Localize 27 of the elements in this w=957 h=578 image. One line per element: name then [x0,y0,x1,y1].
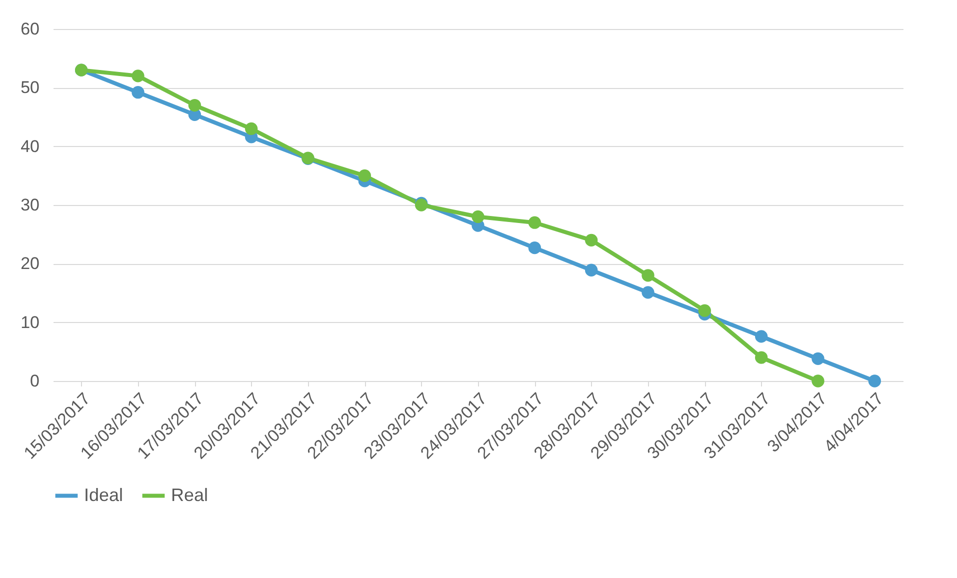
point [528,216,541,229]
point [642,286,654,299]
y-tick-label: 60 [20,20,40,38]
legend-label: Real [171,484,208,505]
point [528,242,541,254]
y-tick-label: 10 [20,312,40,332]
y-tick-label: 0 [30,372,40,390]
y-tick-label: 50 [20,78,40,98]
point [472,210,484,224]
point [188,98,201,112]
point [812,374,824,388]
point [132,86,144,99]
point [245,122,258,136]
point [585,264,598,276]
y-tick-label: 40 [20,136,40,156]
point [585,234,598,247]
point [358,169,371,182]
point [132,70,144,82]
point [868,374,881,388]
point [755,330,768,343]
point [698,304,711,317]
point [642,269,654,282]
y-tick-label: 30 [20,196,40,214]
legend-label: Ideal [84,484,124,505]
point [755,351,768,364]
y-tick-label: 20 [20,254,40,274]
point [812,352,824,366]
